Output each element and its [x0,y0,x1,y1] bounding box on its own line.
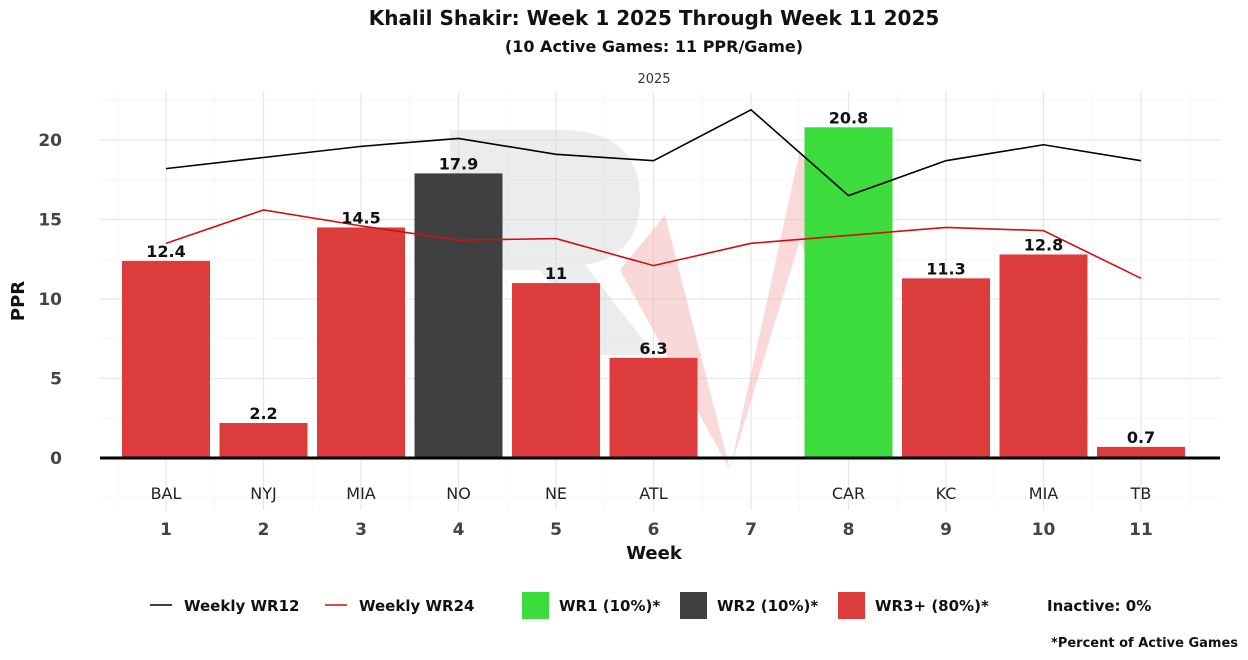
opponent-label: KC [936,484,957,503]
opponent-label: ATL [639,484,667,503]
y-axis-label: PPR [8,281,29,321]
legend-box-swatch [680,592,707,619]
y-tick-label: 15 [38,211,62,231]
opponent-label: NO [446,484,471,503]
series-line-weekly-wr24 [165,209,1142,280]
x-tick-label: 1 [160,520,172,540]
legend-label: Weekly WR12 [184,597,299,615]
y-tick-label: 20 [38,131,62,151]
y-tick-label: 0 [50,449,62,469]
bar-week-1 [122,260,210,458]
opponent-label: CAR [832,484,865,503]
opponent-label: NE [545,484,567,503]
chart-subtitle: (10 Active Games: 11 PPR/Game) [505,37,803,56]
legend: Weekly WR12 Weekly WR24 WR1 (10%)* WR2 (10%… [150,592,1151,619]
legend-label: WR1 (10%)* [559,597,660,615]
opponent-label: MIA [346,484,376,503]
data-label: 11.3 [926,259,965,278]
legend-box-swatch [522,592,549,619]
y-tick-label: 10 [38,290,62,310]
x-tick-label: 9 [940,520,952,540]
data-label: 17.9 [439,154,478,173]
bar-week-11 [1097,446,1185,458]
legend-label: WR3+ (80%)* [875,597,989,615]
data-label: 11 [545,264,567,283]
bar-week-2 [219,423,308,458]
legend-label: Weekly WR24 [359,597,474,615]
bar-week-8 [804,127,893,458]
x-tick-label: 4 [453,520,465,540]
x-tick-label: 6 [648,520,660,540]
series-line-weekly-wr12 [165,108,1142,197]
bar-week-4 [414,173,503,458]
data-label: 0.7 [1127,428,1155,447]
data-label: 6.3 [639,339,667,358]
facet-label: 2025 [637,72,670,87]
bar-week-10 [999,254,1088,458]
bars [122,127,1185,458]
x-axis-label: Week [626,543,683,564]
data-label: 20.8 [829,108,868,127]
data-label: 2.2 [249,404,277,423]
legend-label: WR2 (10%)* [717,597,818,615]
opponent-label: MIA [1029,484,1059,503]
footnote: *Percent of Active Games [1051,636,1238,651]
opponent-label: BAL [151,484,182,503]
x-tick-label: 7 [745,520,757,540]
opponent-label: NYJ [250,484,276,503]
bar-week-6 [609,357,698,458]
chart-title: Khalil Shakir: Week 1 2025 Through Week … [369,6,940,30]
x-tick-label: 5 [550,520,562,540]
data-label: 12.8 [1024,235,1063,254]
data-label: 14.5 [341,208,380,227]
x-tick-label: 10 [1032,520,1056,540]
bar-week-3 [317,227,405,458]
x-tick-label: 2 [258,520,270,540]
bar-week-9 [902,278,990,458]
legend-label: Inactive: 0% [1047,597,1151,615]
legend-box-swatch [838,592,865,619]
reference-lines [165,108,1142,280]
x-tick-label: 8 [843,520,855,540]
labels: 12.4 2.2 14.5 17.9 11 6.3 20.8 11.3 12.8 0.7 0 5 10 1… [38,108,1155,540]
x-tick-label: 3 [355,520,367,540]
opponent-label: TB [1130,484,1152,503]
x-tick-label: 11 [1129,520,1153,540]
data-label: 12.4 [146,242,185,261]
bar-week-5 [512,283,600,458]
y-tick-label: 5 [50,370,62,390]
